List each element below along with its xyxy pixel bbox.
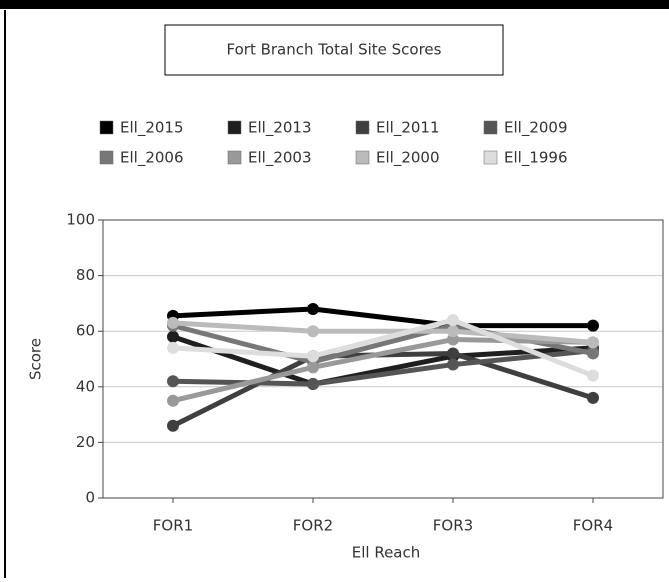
y-axis-label: Score	[27, 338, 45, 380]
legend-swatch	[227, 120, 242, 135]
legend-swatch	[483, 150, 498, 165]
x-tick-label: FOR3	[433, 517, 473, 535]
series-point	[167, 330, 179, 343]
plot-border	[102, 219, 664, 499]
series-line	[172, 320, 594, 345]
y-tick-label: 0	[85, 489, 95, 507]
series-point	[447, 325, 459, 338]
series-point	[167, 341, 179, 354]
x-tick-label: FOR4	[573, 517, 613, 535]
legend-swatch	[355, 120, 370, 135]
legend-label: Ell_2009	[504, 119, 568, 138]
series-point	[307, 350, 319, 363]
chart-title: Fort Branch Total Site Scores	[227, 41, 442, 59]
series-line	[172, 317, 594, 379]
legend-label: Ell_2013	[248, 119, 312, 138]
y-tick-label: 100	[66, 211, 95, 229]
y-tick-label: 80	[76, 266, 95, 284]
series-line	[172, 337, 594, 404]
series-point	[447, 314, 459, 327]
series-point	[587, 391, 599, 404]
legend-swatch	[99, 150, 114, 165]
series-point	[307, 361, 319, 374]
series-point	[447, 347, 459, 360]
series-point	[167, 419, 179, 432]
legend-label: Ell_2011	[376, 119, 440, 138]
frame-top	[0, 0, 669, 9]
series-point	[587, 369, 599, 382]
x-tick-label: FOR2	[293, 517, 333, 535]
series-point	[167, 316, 179, 329]
legend-label: Ell_1996	[504, 149, 568, 168]
series-point	[587, 336, 599, 349]
series-line	[171, 350, 594, 428]
series-point	[307, 378, 319, 391]
legend-label: Ell_2006	[120, 149, 184, 168]
x-tick-label: FOR1	[153, 517, 193, 535]
legend-label: Ell_2003	[248, 149, 312, 168]
legend-swatch	[99, 120, 114, 135]
series-point	[167, 375, 179, 388]
y-tick-label: 20	[76, 433, 95, 451]
series-point	[307, 325, 319, 338]
series-point	[447, 333, 459, 346]
legend-swatch	[355, 150, 370, 165]
y-tick-label: 40	[76, 377, 95, 395]
series-point	[167, 394, 179, 407]
series-point	[587, 319, 599, 332]
series-line	[172, 334, 594, 387]
series-line	[172, 306, 593, 329]
x-axis-label: Ell Reach	[352, 544, 421, 562]
series-point	[587, 347, 599, 360]
series-point	[447, 358, 459, 371]
legend-label: Ell_2000	[376, 149, 440, 168]
legend-swatch	[227, 150, 242, 165]
legend-label: Ell_2015	[120, 119, 184, 138]
y-tick-label: 60	[76, 322, 95, 340]
series-point	[307, 302, 319, 315]
title-box	[164, 24, 504, 76]
legend-swatch	[483, 120, 498, 135]
